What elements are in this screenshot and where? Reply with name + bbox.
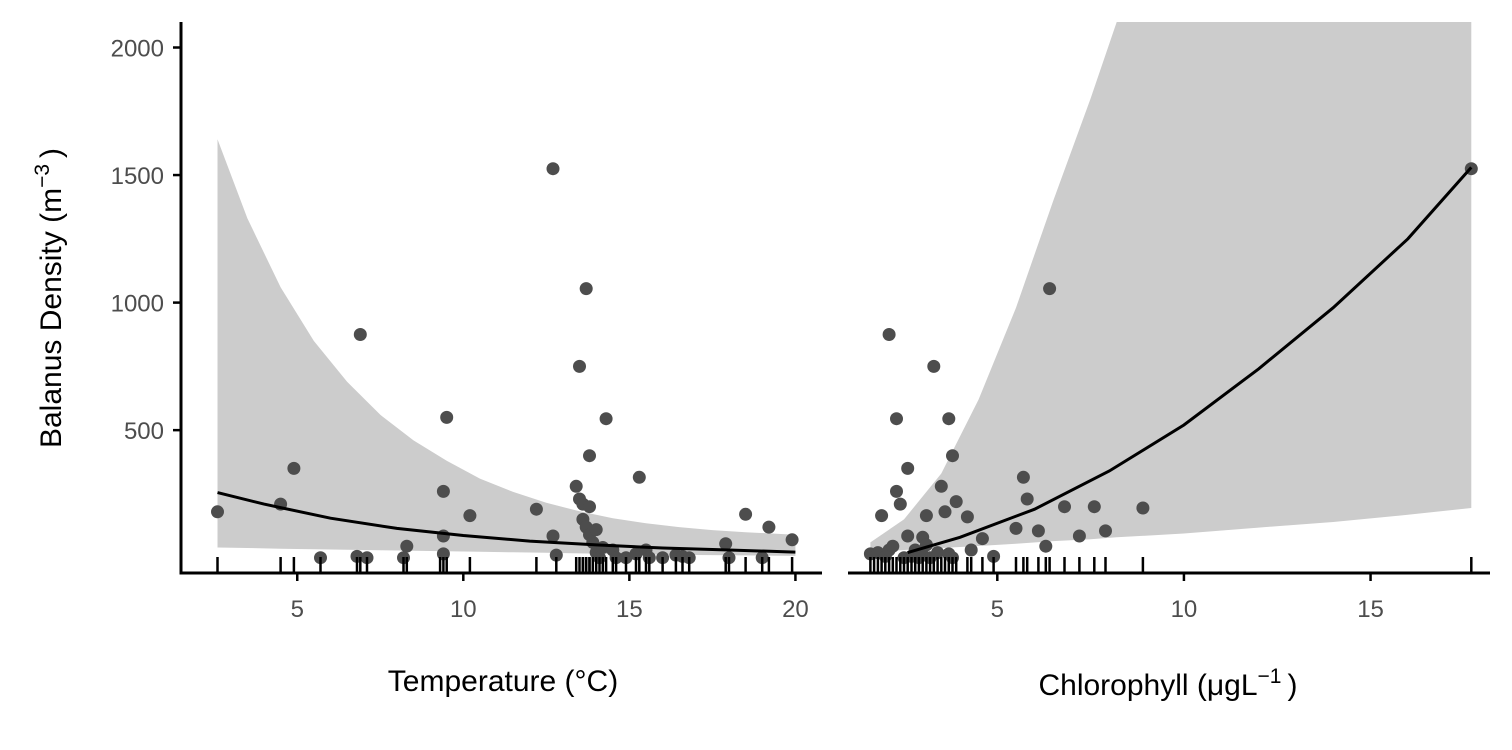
- data-point: [583, 449, 596, 463]
- data-point: [583, 500, 596, 514]
- data-point: [931, 546, 945, 560]
- data-point: [739, 507, 753, 521]
- fit-line-temperature: [217, 491, 796, 554]
- rug-chlorophyll: [869, 557, 1473, 573]
- data-point: [546, 529, 560, 543]
- y-axis-title: Balanus Density (m−3): [31, 148, 68, 448]
- x-axis-title-chlorophyll: Chlorophyll (μgL−1): [1038, 665, 1297, 702]
- x-tick-label: 15: [1357, 596, 1384, 623]
- data-point: [938, 505, 952, 519]
- x-tick-label: 10: [1171, 596, 1198, 623]
- data-point: [463, 509, 477, 523]
- data-point: [1072, 529, 1086, 543]
- data-point: [987, 549, 1001, 563]
- data-point: [1043, 282, 1057, 296]
- data-point: [882, 328, 896, 341]
- data-point: [1087, 500, 1101, 514]
- y-ticks: 500 1000 1500 2000: [111, 36, 181, 445]
- data-point: [287, 461, 301, 475]
- data-point: [785, 533, 799, 547]
- right-panel: 5 10 15 Chlorophyll (μgL−1): [848, 22, 1490, 702]
- x-tick-label: 15: [616, 596, 643, 623]
- fit-line: [907, 166, 1473, 555]
- data-point: [893, 497, 907, 511]
- confidence-ribbon-chlorophyll: [870, 22, 1472, 553]
- data-point: [890, 484, 903, 498]
- data-point: [400, 539, 414, 553]
- data-point: [1058, 500, 1071, 514]
- x-ticks-chlorophyll: 5 10 15: [991, 573, 1384, 623]
- data-point: [353, 328, 367, 341]
- data-point: [1009, 521, 1023, 535]
- data-point: [762, 520, 776, 534]
- y-tick-label: 1000: [111, 291, 164, 318]
- axes-temperature: [179, 22, 822, 575]
- data-point: [632, 470, 646, 484]
- y-tick-label: 500: [124, 418, 164, 445]
- data-point: [964, 543, 978, 557]
- data-point: [440, 410, 454, 424]
- data-point: [901, 529, 915, 543]
- data-point: [960, 510, 974, 524]
- fit-line-chlorophyll: [907, 166, 1473, 555]
- x-tick-label: 5: [991, 596, 1004, 623]
- y-tick-label: 2000: [111, 36, 164, 63]
- data-point: [975, 532, 989, 546]
- data-point: [919, 509, 933, 523]
- data-point: [529, 502, 543, 516]
- x-axis-title-temperature: Temperature (°C): [388, 665, 618, 698]
- data-point: [549, 548, 563, 562]
- left-panel: 5 10 15 20 500 1000 1500 2000 Temperature (°C)…: [31, 22, 822, 698]
- data-point: [942, 412, 956, 426]
- x-tick-label: 10: [450, 596, 477, 623]
- data-point: [934, 479, 948, 493]
- data-point: [573, 359, 586, 373]
- data-point: [546, 162, 560, 176]
- x-tick-label: 5: [291, 596, 304, 623]
- y-tick-label: 1500: [111, 163, 164, 190]
- data-point: [436, 484, 450, 498]
- data-point: [1016, 470, 1030, 484]
- fit-line: [217, 491, 796, 554]
- data-point: [579, 282, 593, 296]
- x-ticks-temperature: 5 10 15 20: [291, 573, 809, 623]
- ribbon-area: [217, 139, 796, 556]
- ribbon-area: [870, 22, 1472, 553]
- data-point: [886, 539, 900, 553]
- data-point: [1031, 524, 1045, 538]
- data-point: [927, 359, 941, 373]
- data-point: [569, 479, 583, 493]
- data-point: [946, 449, 959, 463]
- data-point: [719, 537, 733, 551]
- confidence-ribbon-temperature: [217, 139, 796, 556]
- data-point: [211, 505, 224, 519]
- data-point: [890, 412, 903, 426]
- x-tick-label: 20: [782, 596, 809, 623]
- data-point: [1136, 501, 1150, 515]
- data-point: [1099, 524, 1112, 538]
- data-point: [1039, 539, 1053, 553]
- data-point: [599, 412, 613, 426]
- data-point: [901, 461, 915, 475]
- data-point: [949, 495, 963, 509]
- rug-temperature: [216, 557, 794, 573]
- data-point: [1020, 492, 1034, 506]
- data-point: [875, 509, 889, 523]
- data-point: [589, 523, 603, 537]
